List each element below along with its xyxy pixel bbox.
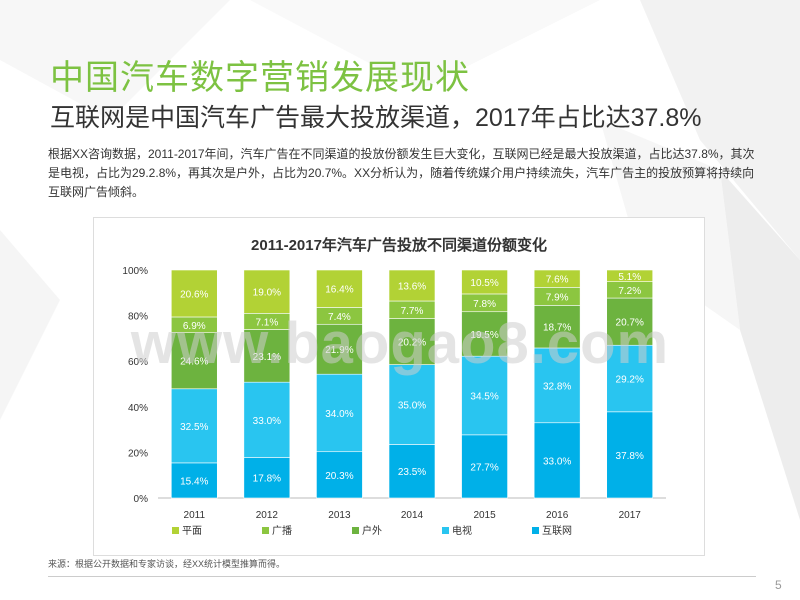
data-label: 7.1% bbox=[255, 317, 278, 328]
data-label: 7.9% bbox=[546, 292, 569, 303]
bar-segment-互联网-2014 bbox=[388, 444, 436, 499]
bar-segment-互联网-2012 bbox=[243, 457, 291, 499]
data-label: 23.5% bbox=[398, 467, 426, 478]
bar-segment-平面-2011 bbox=[170, 269, 218, 318]
source-footnote: 来源：根据公开数据和专家访谈，经XX统计模型推算而得。 bbox=[48, 559, 286, 569]
bar-segment-户外-2014 bbox=[388, 318, 436, 365]
y-tick-label: 100% bbox=[122, 266, 148, 277]
bar-segment-电视-2014 bbox=[388, 364, 436, 445]
data-label: 20.6% bbox=[180, 289, 208, 300]
data-label: 17.8% bbox=[253, 474, 281, 485]
x-tick-label: 2015 bbox=[473, 510, 496, 521]
page-subtitle: 互联网是中国汽车广告最大投放渠道，2017年占比达37.8% bbox=[50, 104, 702, 132]
bar-segment-平面-2015 bbox=[461, 269, 508, 295]
page-number: 5 bbox=[775, 578, 782, 592]
bar-segment-平面-2014 bbox=[388, 269, 436, 302]
bar-segment-电视-2016 bbox=[533, 347, 581, 424]
y-tick-label: 60% bbox=[128, 357, 148, 368]
legend-swatch-互联网 bbox=[532, 527, 539, 534]
data-label: 6.9% bbox=[183, 321, 206, 332]
legend-label: 互联网 bbox=[542, 525, 572, 537]
data-label: 24.6% bbox=[180, 357, 208, 368]
data-label: 21.9% bbox=[325, 345, 353, 356]
data-label: 33.0% bbox=[543, 456, 571, 467]
chart-title: 2011-2017年汽车广告投放不同渠道份额变化 bbox=[251, 236, 547, 254]
x-tick-label: 2014 bbox=[401, 510, 424, 521]
bar-segment-平面-2012 bbox=[243, 269, 291, 314]
data-label: 29.2% bbox=[616, 375, 644, 386]
footer-divider bbox=[48, 576, 756, 577]
stacked-bar-chart: 2011-2017年汽车广告投放不同渠道份额变化 0% 20% 40% 60% 80% 10… bbox=[122, 236, 666, 537]
data-label: 5.1% bbox=[618, 272, 641, 283]
data-label: 10.5% bbox=[470, 278, 498, 289]
data-label: 20.3% bbox=[325, 471, 353, 482]
data-label: 34.5% bbox=[470, 392, 498, 403]
legend-label: 户外 bbox=[362, 524, 382, 537]
bar-segment-户外-2011 bbox=[170, 332, 218, 390]
x-tick-label: 2016 bbox=[546, 510, 569, 521]
bar-segment-户外-2016 bbox=[533, 305, 581, 349]
data-label: 19.5% bbox=[470, 330, 498, 341]
legend-label: 电视 bbox=[452, 524, 472, 537]
data-label: 20.7% bbox=[616, 318, 644, 329]
y-tick-label: 0% bbox=[134, 494, 149, 505]
y-tick-label: 80% bbox=[128, 312, 148, 323]
legend-swatch-电视 bbox=[442, 527, 449, 534]
data-label: 27.7% bbox=[470, 462, 498, 473]
chart-container: 2011-2017年汽车广告投放不同渠道份额变化 0% 20% 40% 60% 80% 10… bbox=[93, 217, 705, 556]
bar-segment-电视-2015 bbox=[461, 355, 508, 436]
data-label: 13.6% bbox=[398, 282, 426, 293]
data-label: 37.8% bbox=[616, 451, 644, 462]
y-tick-label: 20% bbox=[128, 448, 148, 459]
bar-segment-户外-2015 bbox=[461, 311, 508, 357]
page-title: 中国汽车数字营销发展现状 bbox=[50, 59, 470, 97]
data-label: 23.1% bbox=[253, 352, 281, 363]
data-label: 19.0% bbox=[253, 288, 281, 299]
bar-segment-平面-2013 bbox=[316, 269, 363, 308]
description-paragraph: 根据XX咨询数据，2011-2017年间，汽车广告在不同渠道的投放份额发生巨大变… bbox=[48, 147, 755, 199]
data-label: 34.0% bbox=[325, 409, 353, 420]
bar-segment-电视-2011 bbox=[170, 388, 218, 464]
data-label: 7.8% bbox=[473, 299, 496, 310]
data-label: 20.2% bbox=[398, 338, 426, 349]
y-tick-label: 40% bbox=[128, 403, 148, 414]
data-label: 15.4% bbox=[180, 476, 208, 487]
data-label: 7.4% bbox=[328, 312, 351, 323]
legend-swatch-户外 bbox=[352, 527, 359, 534]
legend-swatch-平面 bbox=[172, 527, 179, 534]
bar-segment-电视-2017 bbox=[606, 344, 654, 413]
bar-segment-互联网-2013 bbox=[316, 451, 363, 499]
data-label: 32.8% bbox=[543, 381, 571, 392]
data-label: 32.5% bbox=[180, 422, 208, 433]
bar-segment-户外-2013 bbox=[316, 323, 363, 375]
legend-swatch-广播 bbox=[262, 527, 269, 534]
x-tick-label: 2012 bbox=[256, 510, 279, 521]
data-label: 7.7% bbox=[401, 306, 424, 317]
bar-segment-户外-2017 bbox=[606, 297, 654, 346]
bar-segment-平面-2016 bbox=[533, 269, 581, 288]
data-label: 7.2% bbox=[618, 286, 641, 297]
bar-segment-互联网-2011 bbox=[170, 462, 218, 499]
bar-segment-平面-2017 bbox=[606, 269, 654, 282]
data-label: 18.7% bbox=[543, 323, 571, 334]
x-tick-label: 2013 bbox=[328, 510, 351, 521]
data-label: 16.4% bbox=[325, 285, 353, 296]
bar-segment-电视-2012 bbox=[243, 381, 291, 458]
bar-segment-电视-2013 bbox=[316, 373, 363, 453]
bar-segment-互联网-2016 bbox=[533, 422, 581, 499]
data-label: 35.0% bbox=[398, 401, 426, 412]
bar-segment-户外-2012 bbox=[243, 329, 291, 383]
legend-label: 平面 bbox=[182, 526, 202, 537]
data-label: 33.0% bbox=[253, 416, 281, 427]
x-tick-label: 2011 bbox=[184, 510, 206, 521]
legend-label: 广播 bbox=[272, 524, 292, 537]
x-tick-label: 2017 bbox=[619, 510, 642, 521]
data-label: 7.6% bbox=[546, 275, 569, 286]
